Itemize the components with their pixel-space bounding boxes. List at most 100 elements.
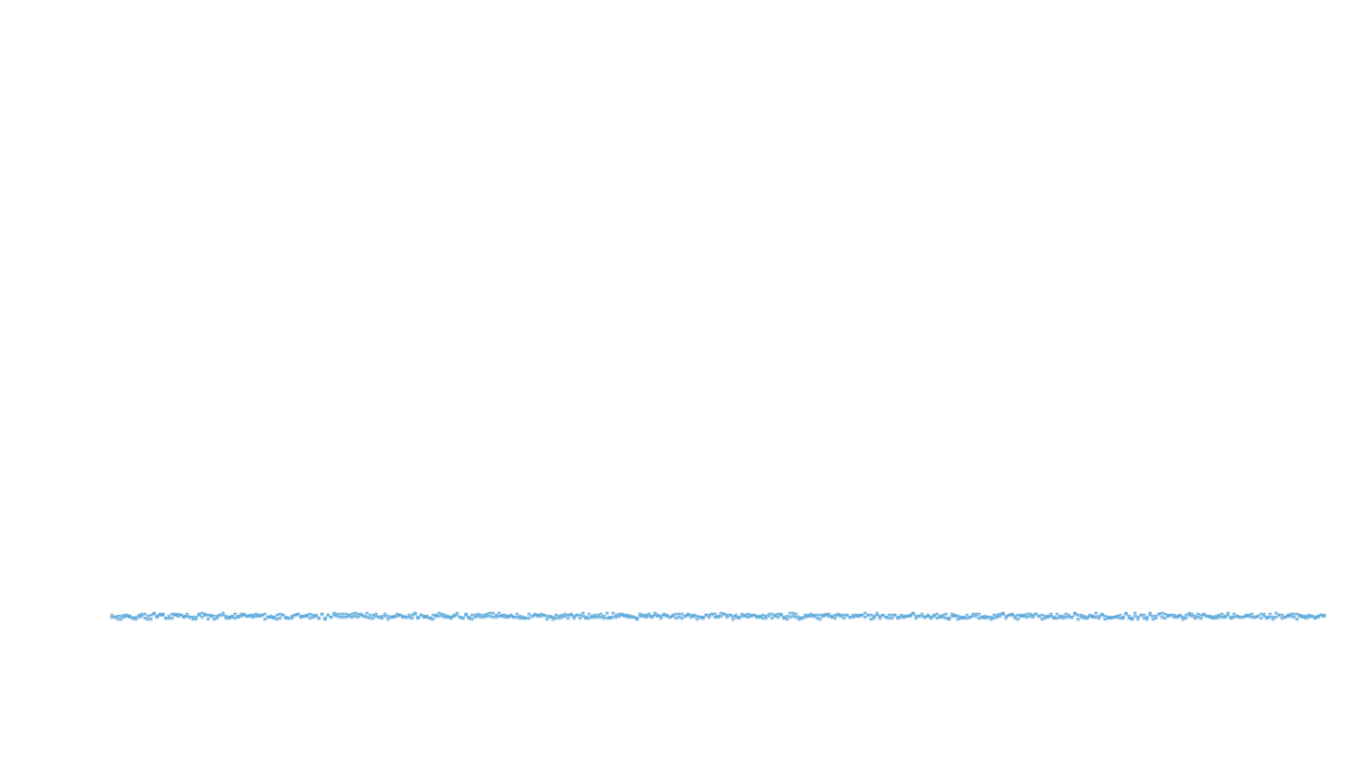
waveform-marker: *: [430, 613, 436, 623]
waveform-marker: *: [265, 615, 271, 625]
waveform-marker: *: [1096, 616, 1102, 626]
waveform-marker: *: [841, 613, 847, 623]
waveform-marker: *: [1081, 614, 1087, 624]
waveform-marker: *: [865, 613, 871, 623]
waveform-marker: *: [1006, 613, 1012, 623]
waveform-marker: *: [184, 612, 190, 622]
waveform-marker: *: [1048, 614, 1054, 624]
waveform-marker: *: [211, 614, 217, 624]
waveform-marker: *: [274, 613, 280, 623]
waveform-marker: *: [1135, 615, 1141, 625]
waveform-marker: *: [655, 614, 661, 624]
waveform-marker: *: [550, 617, 556, 627]
waveform-marker: *: [1054, 616, 1060, 626]
waveform-marker: *: [559, 615, 565, 625]
waveform-marker: *: [1087, 613, 1093, 623]
waveform-marker: *: [994, 615, 1000, 625]
waveform-marker: *: [598, 615, 604, 625]
waveform-marker: *: [355, 615, 361, 625]
waveform-marker: *: [889, 613, 895, 623]
waveform-marker: *: [961, 615, 967, 625]
waveform-marker: *: [175, 614, 181, 624]
waveform-marker: *: [1021, 613, 1027, 623]
waveform-marker: *: [397, 613, 403, 623]
waveform-marker: *: [712, 615, 718, 625]
waveform-marker: *: [1048, 612, 1054, 622]
waveform-marker: *: [508, 614, 514, 624]
waveform-marker: *: [1006, 613, 1012, 623]
waveform-marker: *: [520, 616, 526, 626]
waveform-marker: *: [307, 616, 313, 626]
waveform-marker: *: [760, 616, 766, 626]
waveform-marker: *: [562, 612, 568, 622]
waveform-marker: *: [784, 617, 790, 627]
waveform-marker: *: [1198, 616, 1204, 626]
waveform-marker: *: [709, 612, 715, 622]
waveform-marker: *: [1072, 612, 1078, 622]
waveform-marker: *: [970, 612, 976, 622]
waveform-marker: *: [610, 615, 616, 625]
waveform-marker: *: [124, 614, 130, 624]
waveform-marker: *: [466, 615, 472, 625]
waveform-marker: *: [748, 613, 754, 623]
waveform-marker: *: [445, 614, 451, 624]
waveform-marker: *: [1066, 613, 1072, 623]
waveform-marker: *: [313, 614, 319, 624]
waveform-marker: *: [514, 612, 520, 622]
waveform-marker: *: [511, 615, 517, 625]
waveform-marker: *: [190, 617, 196, 627]
waveform-marker: *: [415, 615, 421, 625]
waveform-marker: *: [511, 615, 517, 625]
waveform-marker: *: [619, 613, 625, 623]
waveform-marker: *: [928, 616, 934, 626]
waveform-marker: *: [238, 614, 244, 624]
waveform-marker: *: [508, 613, 514, 623]
waveform-marker: *: [742, 613, 748, 623]
waveform-marker: *: [1102, 617, 1108, 627]
waveform-marker: *: [880, 613, 886, 623]
waveform-marker: *: [1267, 612, 1273, 622]
waveform-marker: *: [310, 613, 316, 623]
waveform-marker: *: [247, 614, 253, 624]
waveform-marker: *: [1261, 614, 1267, 624]
waveform-marker: *: [271, 616, 277, 626]
waveform-marker: *: [1306, 615, 1312, 625]
waveform-marker: *: [328, 615, 334, 625]
waveform-marker: *: [1225, 611, 1231, 621]
waveform-marker: *: [658, 614, 664, 624]
waveform-marker: *: [1222, 614, 1228, 624]
waveform-marker: *: [436, 614, 442, 624]
waveform-marker: *: [769, 612, 775, 622]
waveform-marker: *: [1315, 615, 1321, 625]
waveform-marker: *: [703, 613, 709, 623]
waveform-marker: *: [1009, 612, 1015, 622]
waveform-marker: *: [799, 616, 805, 626]
waveform-marker: *: [262, 612, 268, 622]
waveform-marker: *: [457, 615, 463, 625]
waveform-marker: *: [718, 611, 724, 621]
waveform-marker: *: [316, 616, 322, 626]
waveform-marker: *: [1237, 615, 1243, 625]
waveform-marker: *: [616, 612, 622, 622]
waveform-marker: *: [1207, 614, 1213, 624]
waveform-marker: *: [169, 612, 175, 622]
waveform-marker: *: [1078, 615, 1084, 625]
waveform-marker: *: [298, 615, 304, 625]
waveform-marker: *: [1168, 613, 1174, 623]
waveform-marker: *: [991, 613, 997, 623]
waveform-marker: *: [766, 614, 772, 624]
waveform-marker: *: [112, 615, 118, 625]
waveform-marker: *: [1123, 611, 1129, 621]
waveform-marker: *: [859, 613, 865, 623]
waveform-marker: *: [841, 616, 847, 626]
waveform-marker: *: [1171, 615, 1177, 625]
waveform-marker: *: [736, 616, 742, 626]
waveform-marker: *: [472, 613, 478, 623]
waveform-marker: *: [214, 616, 220, 626]
waveform-marker: *: [1210, 615, 1216, 625]
waveform-marker: *: [775, 615, 781, 625]
waveform-marker: *: [430, 617, 436, 627]
waveform-marker: *: [283, 616, 289, 626]
waveform-marker: *: [640, 614, 646, 624]
waveform-marker: *: [607, 615, 613, 625]
